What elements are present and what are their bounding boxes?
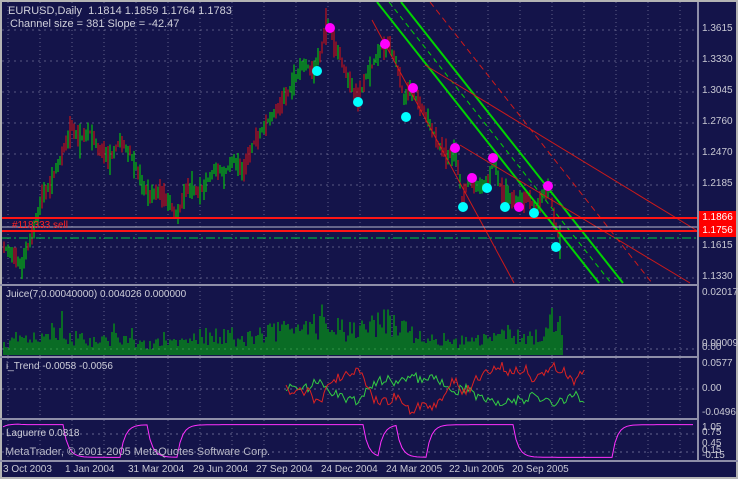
price-alert-label: 1.1756 (699, 224, 736, 237)
indicator-axis-label: 0.45 (702, 438, 722, 449)
sell-order-label: #118333 sell (12, 220, 68, 231)
price-axis-label: 1.3330 (702, 54, 733, 65)
laguerre-indicator-panel[interactable] (2, 420, 698, 460)
magenta-signal-dot (514, 202, 524, 212)
date-axis-divider (0, 460, 738, 462)
date-axis-label: 1 Jan 2004 (65, 464, 115, 475)
indicator-axis-label: 0.75 (702, 427, 722, 438)
indicator-axis-label: -0.0496 (702, 407, 736, 418)
date-axis-label: 20 Sep 2005 (512, 464, 569, 475)
itrend-indicator-panel[interactable] (2, 358, 698, 418)
price-axis-label: 1.2470 (702, 147, 733, 158)
panel-divider[interactable] (0, 356, 698, 358)
magenta-signal-dot (325, 23, 335, 33)
date-axis-label: 24 Mar 2005 (386, 464, 443, 475)
indicator-axis-label: 1.05 (702, 422, 722, 433)
laguerre-line (2, 423, 694, 458)
price-alert-label: 1.1866 (699, 211, 736, 224)
laguerre-indicator-label: Laguerre 0.0818 (6, 428, 80, 439)
itrend-indicator-label: i_Trend -0.0058 -0.0056 (6, 361, 113, 372)
date-axis-label: 3 Oct 2003 (3, 464, 52, 475)
date-axis-label: 27 Sep 2004 (256, 464, 313, 475)
main-chart-panel[interactable]: #118333 sell (2, 2, 698, 284)
price-axis-label: 1.2760 (702, 116, 733, 127)
juice-indicator-panel[interactable] (2, 287, 698, 356)
cyan-signal-dot (500, 202, 510, 212)
date-axis-label: 24 Dec 2004 (321, 464, 378, 475)
price-axis-label: 1.2185 (702, 178, 733, 189)
price-axis-divider (697, 2, 699, 461)
panel-divider[interactable] (0, 418, 698, 420)
itrend-green-line (285, 371, 585, 407)
price-axis-label: 1.3045 (702, 85, 733, 96)
indicator-axis-label: 0.15 (702, 445, 722, 456)
cyan-signal-dot (401, 112, 411, 122)
indicator-axis-label: 0.00 (702, 383, 722, 394)
juice-indicator-label: Juice(7,0.00040000) 0.004026 0.000000 (6, 289, 187, 300)
magenta-signal-dot (467, 173, 477, 183)
magenta-signal-dot (380, 39, 390, 49)
channel-info-label: Channel size = 381 Slope = -42.47 (10, 18, 180, 30)
itrend-red-line (285, 361, 585, 415)
cyan-signal-dot (353, 97, 363, 107)
indicator-axis-label: -0.15 (702, 450, 725, 461)
price-axis-label: 1.1330 (702, 271, 733, 282)
date-axis-label: 31 Mar 2004 (128, 464, 185, 475)
indicator-axis-label: 0.00 (702, 342, 722, 353)
indicator-axis-label: 0.00009 (702, 338, 738, 349)
magenta-signal-dot (488, 153, 498, 163)
cyan-signal-dot (551, 242, 561, 252)
cyan-signal-dot (312, 66, 322, 76)
indicator-axis-label: 0.0577 (702, 358, 733, 369)
magenta-signal-dot (408, 83, 418, 93)
date-axis-label: 22 Jun 2005 (449, 464, 505, 475)
cyan-signal-dot (529, 208, 539, 218)
indicator-axis-label: 0.02017 (702, 287, 738, 298)
date-axis-label: 29 Jun 2004 (193, 464, 249, 475)
copyright-label: MetaTrader, © 2001-2005 MetaQuotes Softw… (5, 446, 271, 458)
panel-divider[interactable] (0, 284, 698, 286)
symbol-ohlc-label: EURUSD,Daily 1.1814 1.1859 1.1764 1.1783 (8, 5, 232, 17)
magenta-signal-dot (450, 143, 460, 153)
magenta-signal-dot (543, 181, 553, 191)
cyan-signal-dot (482, 183, 492, 193)
price-axis-label: 1.1615 (702, 240, 733, 251)
price-axis-label: 1.3615 (702, 23, 733, 34)
cyan-signal-dot (458, 202, 468, 212)
